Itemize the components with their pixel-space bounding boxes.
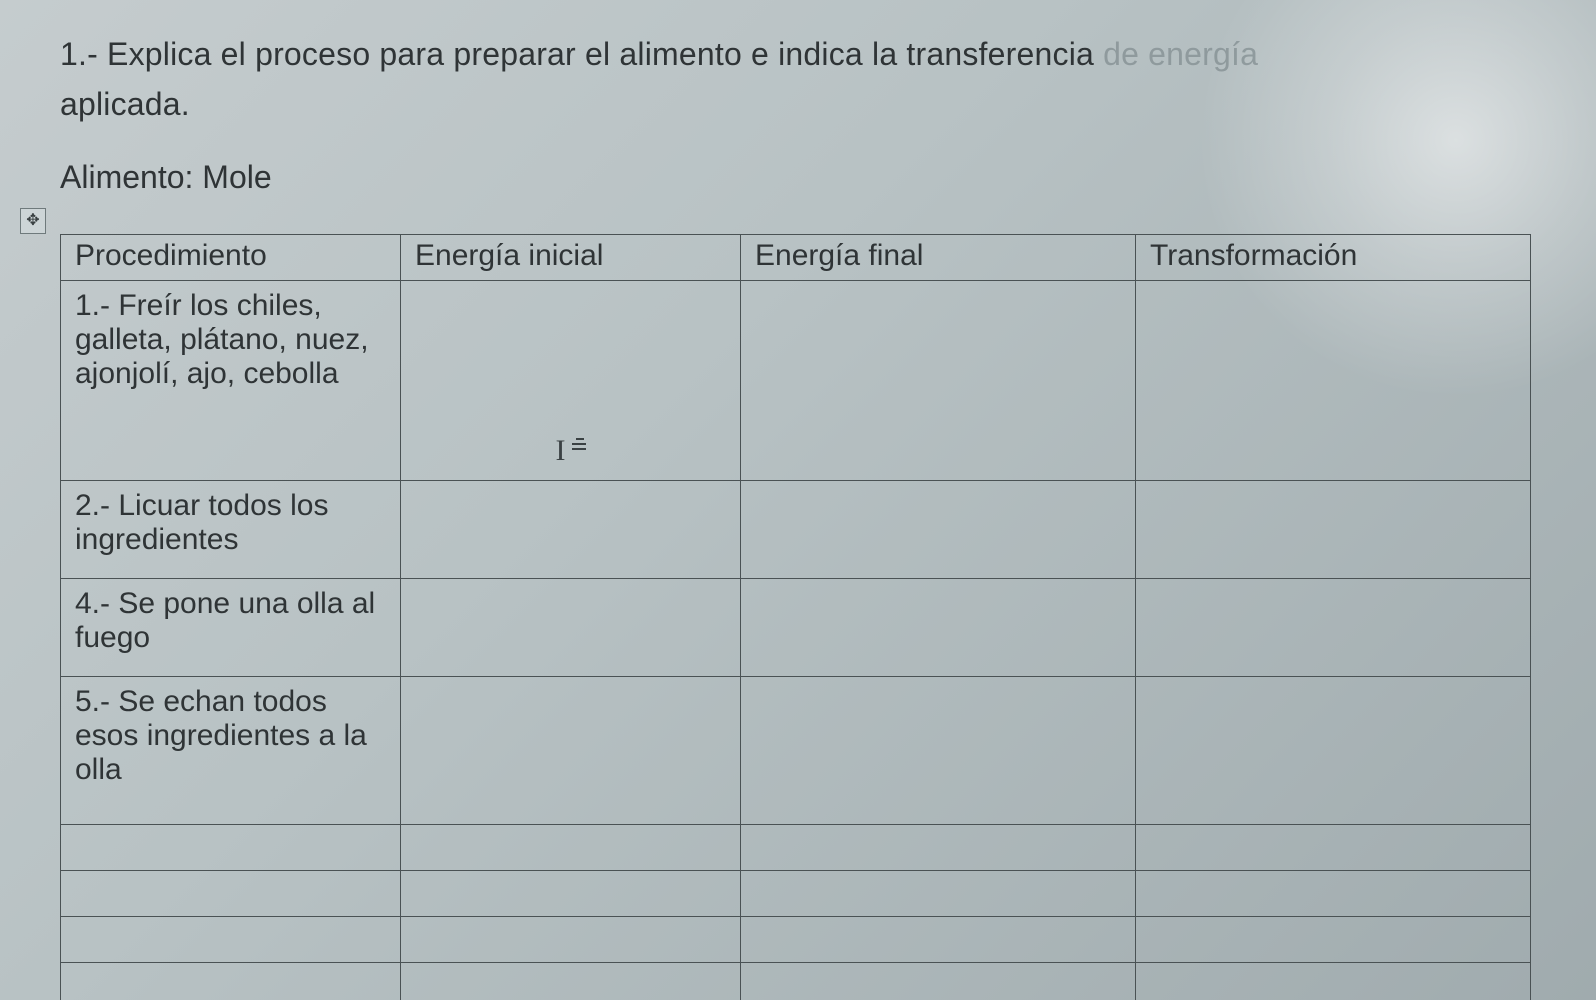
cell-procedimiento[interactable] bbox=[61, 825, 401, 871]
question-line1-faded: de energía bbox=[1103, 36, 1258, 72]
cell-energia-inicial[interactable] bbox=[401, 963, 741, 1000]
cell-procedimiento[interactable]: 1.- Freír los chiles, galleta, plátano, … bbox=[61, 281, 401, 481]
table-row: 5.- Se echan todos esos ingredientes a l… bbox=[61, 677, 1531, 825]
food-subtitle: Alimento: Mole bbox=[60, 159, 1556, 196]
table-row bbox=[61, 963, 1531, 1000]
question-line2: aplicada. bbox=[60, 86, 190, 122]
question-line1-main: 1.- Explica el proceso para preparar el … bbox=[60, 36, 1103, 72]
cell-energia-final[interactable] bbox=[741, 481, 1136, 579]
table-row: 1.- Freír los chiles, galleta, plátano, … bbox=[61, 281, 1531, 481]
energy-table[interactable]: Procedimiento Energía inicial Energía fi… bbox=[60, 234, 1531, 1000]
cell-transformacion[interactable] bbox=[1136, 579, 1531, 677]
cell-procedimiento[interactable]: 2.- Licuar todos los ingredientes bbox=[61, 481, 401, 579]
cell-energia-final[interactable] bbox=[741, 871, 1136, 917]
table-row bbox=[61, 871, 1531, 917]
cell-energia-inicial[interactable] bbox=[401, 825, 741, 871]
cell-transformacion[interactable] bbox=[1136, 825, 1531, 871]
document-content: 1.- Explica el proceso para preparar el … bbox=[60, 30, 1556, 1000]
cell-procedimiento[interactable] bbox=[61, 963, 401, 1000]
cell-procedimiento[interactable] bbox=[61, 917, 401, 963]
cell-transformacion[interactable] bbox=[1136, 871, 1531, 917]
cell-energia-inicial[interactable] bbox=[401, 871, 741, 917]
cell-procedimiento[interactable] bbox=[61, 871, 401, 917]
cell-transformacion[interactable] bbox=[1136, 917, 1531, 963]
cell-energia-final[interactable] bbox=[741, 825, 1136, 871]
table-header-row: Procedimiento Energía inicial Energía fi… bbox=[61, 235, 1531, 281]
col-procedimiento: Procedimiento bbox=[61, 235, 401, 281]
cell-energia-final[interactable] bbox=[741, 281, 1136, 481]
cell-energia-final[interactable] bbox=[741, 917, 1136, 963]
cell-transformacion[interactable] bbox=[1136, 281, 1531, 481]
table-row bbox=[61, 825, 1531, 871]
table-move-anchor-icon[interactable]: ✥ bbox=[20, 208, 46, 234]
cell-energia-inicial[interactable] bbox=[401, 677, 741, 825]
col-energia-inicial: Energía inicial bbox=[401, 235, 741, 281]
cell-transformacion[interactable] bbox=[1136, 481, 1531, 579]
cell-energia-final[interactable] bbox=[741, 677, 1136, 825]
cell-procedimiento[interactable]: 5.- Se echan todos esos ingredientes a l… bbox=[61, 677, 401, 825]
text-cursor-icon: I bbox=[556, 436, 586, 466]
col-transformacion: Transformación bbox=[1136, 235, 1531, 281]
table-anchor-wrap: ✥ bbox=[20, 208, 1556, 234]
cell-energia-final[interactable] bbox=[741, 963, 1136, 1000]
table-row: 2.- Licuar todos los ingredientes bbox=[61, 481, 1531, 579]
cell-energia-inicial[interactable] bbox=[401, 481, 741, 579]
cell-transformacion[interactable] bbox=[1136, 963, 1531, 1000]
table-row: 4.- Se pone una olla al fuego bbox=[61, 579, 1531, 677]
col-energia-final: Energía final bbox=[741, 235, 1136, 281]
cell-energia-inicial[interactable]: I bbox=[401, 281, 741, 481]
cell-procedimiento[interactable]: 4.- Se pone una olla al fuego bbox=[61, 579, 401, 677]
cell-energia-inicial[interactable] bbox=[401, 579, 741, 677]
cell-energia-final[interactable] bbox=[741, 579, 1136, 677]
cell-energia-inicial[interactable] bbox=[401, 917, 741, 963]
cell-transformacion[interactable] bbox=[1136, 677, 1531, 825]
table-row bbox=[61, 917, 1531, 963]
question-text: 1.- Explica el proceso para preparar el … bbox=[60, 30, 1556, 129]
